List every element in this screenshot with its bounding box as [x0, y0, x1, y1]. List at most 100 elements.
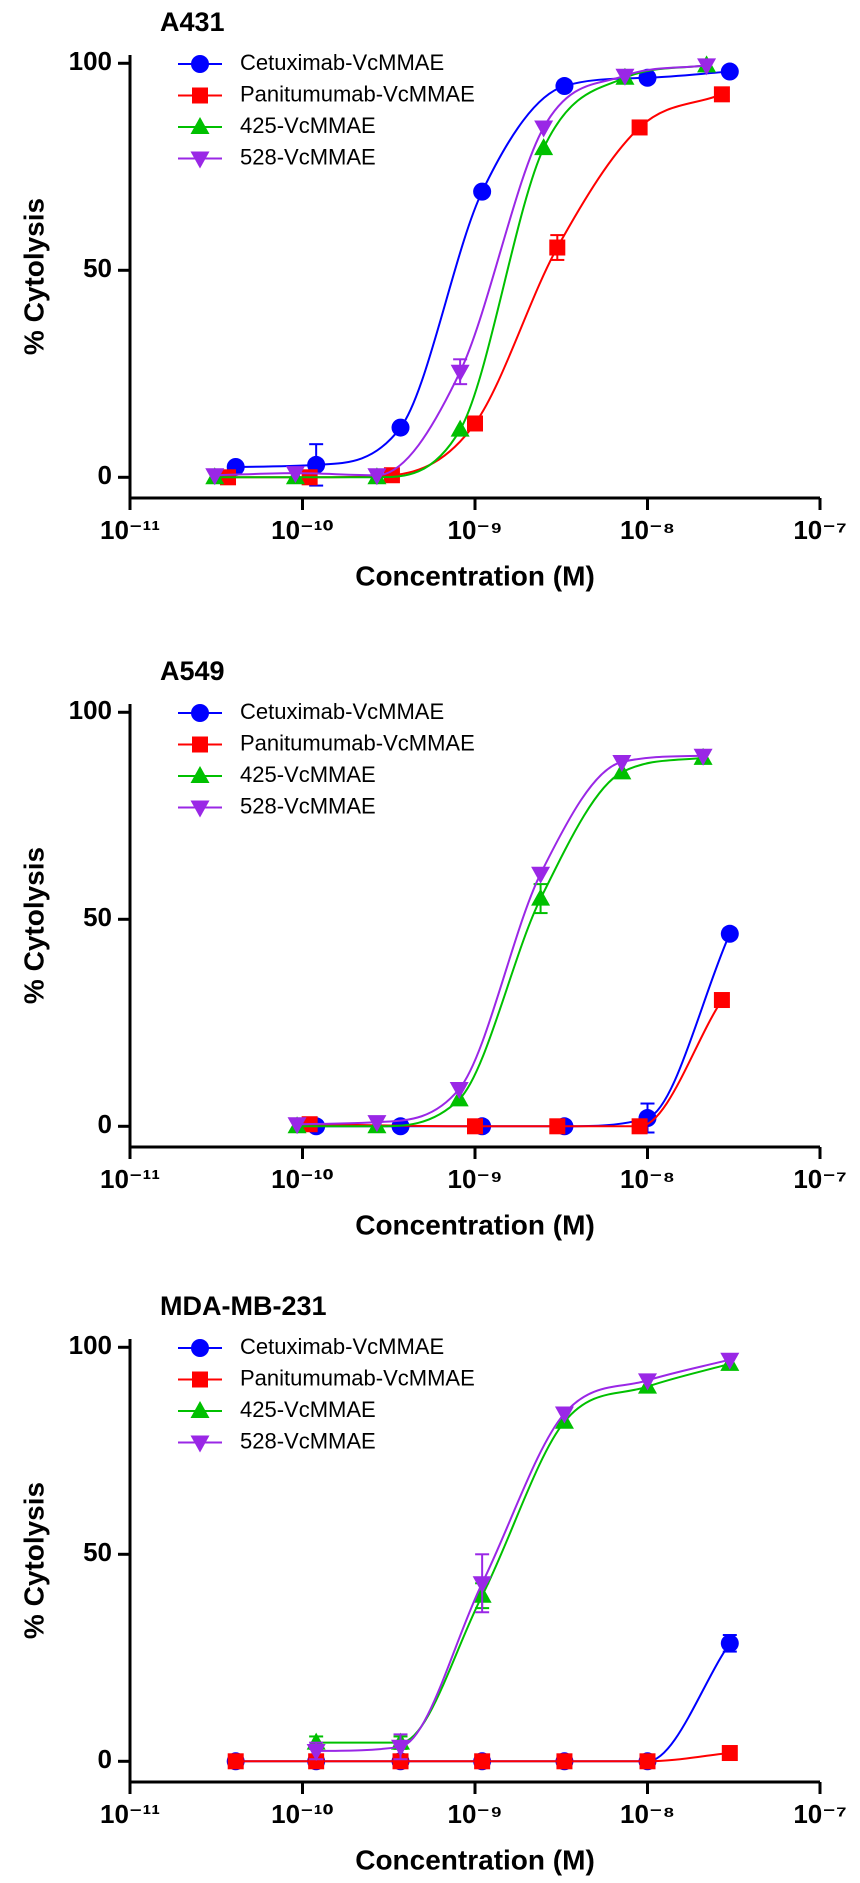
legend-marker	[192, 87, 208, 104]
x-tick-label: 10⁻¹⁰	[271, 1164, 334, 1194]
legend-marker	[190, 1401, 210, 1418]
legend-marker	[190, 766, 210, 783]
marker	[721, 1745, 738, 1762]
legend-label: Cetuximab-VcMMAE	[240, 1334, 444, 1359]
marker	[638, 1373, 657, 1391]
x-tick-label: 10⁻⁷	[793, 515, 846, 545]
x-axis-label: Concentration (M)	[355, 1844, 595, 1875]
marker	[285, 466, 305, 484]
marker	[392, 1753, 409, 1770]
marker	[697, 58, 717, 76]
marker	[534, 138, 554, 156]
marker	[227, 1753, 244, 1770]
x-tick-label: 10⁻¹¹	[100, 515, 160, 545]
legend-label: 528-VcMMAE	[240, 144, 376, 169]
fit-curve	[214, 64, 707, 477]
marker	[549, 1118, 566, 1135]
marker	[556, 1753, 573, 1770]
marker	[367, 468, 387, 486]
marker	[555, 77, 574, 96]
legend-label: Cetuximab-VcMMAE	[240, 699, 444, 724]
marker	[693, 748, 713, 766]
legend-label: Panitumumab-VcMMAE	[240, 1365, 475, 1390]
marker	[531, 888, 551, 906]
y-tick-label: 0	[98, 460, 112, 490]
chart-title: A431	[160, 7, 225, 37]
legend-marker	[192, 736, 208, 753]
marker	[638, 68, 657, 87]
marker	[391, 1739, 411, 1757]
marker	[631, 1118, 648, 1135]
marker	[720, 62, 739, 81]
legend-label: 528-VcMMAE	[240, 1428, 376, 1453]
fit-curve	[316, 933, 731, 1128]
legend-marker	[192, 1371, 208, 1388]
marker	[720, 924, 739, 943]
marker	[554, 1406, 574, 1424]
x-tick-label: 10⁻¹⁰	[271, 1799, 334, 1829]
legend-marker	[190, 117, 210, 134]
legend-label: Cetuximab-VcMMAE	[240, 50, 444, 75]
y-tick-label: 50	[83, 902, 112, 932]
y-tick-label: 0	[98, 1744, 112, 1774]
y-tick-label: 100	[69, 46, 112, 76]
legend-label: 528-VcMMAE	[240, 793, 376, 818]
marker	[306, 1743, 326, 1761]
legend-label: Panitumumab-VcMMAE	[240, 730, 475, 755]
legend-marker	[191, 1339, 209, 1357]
marker	[450, 364, 470, 382]
y-tick-label: 50	[83, 253, 112, 283]
x-tick-label: 10⁻⁸	[620, 1164, 675, 1194]
y-axis-label: % Cytolysis	[18, 847, 49, 1004]
chart-panel: A549 0 50 100 10⁻¹¹ 10⁻¹⁰ 10⁻⁹ 10⁻⁸ 10⁻⁷ Concentr…	[18, 656, 846, 1240]
legend-label: 425-VcMMAE	[240, 113, 376, 138]
marker	[534, 120, 554, 138]
x-axis-label: Concentration (M)	[355, 1209, 595, 1240]
y-tick-label: 0	[98, 1109, 112, 1139]
marker	[720, 1634, 739, 1653]
x-tick-label: 10⁻⁹	[448, 1164, 503, 1194]
marker	[639, 1753, 656, 1770]
y-tick-label: 100	[69, 1330, 112, 1360]
marker	[472, 1576, 492, 1594]
marker	[713, 86, 730, 103]
marker	[720, 1352, 740, 1370]
marker	[713, 992, 730, 1009]
legend-marker	[190, 800, 210, 818]
x-tick-label: 10⁻¹¹	[100, 1164, 160, 1194]
marker	[287, 1117, 307, 1135]
x-axis-label: Concentration (M)	[355, 560, 595, 591]
x-tick-label: 10⁻⁸	[620, 1799, 675, 1829]
marker	[467, 1118, 483, 1135]
chart-title: MDA-MB-231	[160, 1291, 327, 1321]
legend-label: Panitumumab-VcMMAE	[240, 81, 475, 106]
marker	[391, 418, 410, 437]
legend-marker	[190, 151, 210, 169]
marker	[612, 754, 632, 772]
marker	[531, 866, 551, 884]
y-tick-label: 100	[69, 695, 112, 725]
chart-panel: MDA-MB-231 0 50 100 10⁻¹¹ 10⁻¹⁰ 10⁻⁹ 10⁻⁸ 10⁻⁷ Co…	[18, 1291, 846, 1875]
marker	[631, 119, 648, 136]
fit-curve	[316, 1362, 731, 1744]
marker	[449, 1082, 469, 1100]
x-tick-label: 10⁻⁷	[793, 1799, 846, 1829]
y-axis-label: % Cytolysis	[18, 1482, 49, 1639]
marker	[205, 468, 225, 486]
marker	[474, 1753, 491, 1770]
legend-marker	[191, 704, 209, 722]
x-tick-label: 10⁻⁹	[448, 515, 503, 545]
legend-label: 425-VcMMAE	[240, 762, 376, 787]
x-tick-label: 10⁻¹⁰	[271, 515, 334, 545]
x-tick-label: 10⁻⁷	[793, 1164, 846, 1194]
y-axis-label: % Cytolysis	[18, 198, 49, 355]
x-tick-label: 10⁻¹¹	[100, 1799, 160, 1829]
y-tick-label: 50	[83, 1537, 112, 1567]
x-tick-label: 10⁻⁹	[448, 1799, 503, 1829]
chart-panel: A431 0 50 100 10⁻¹¹ 10⁻¹⁰ 10⁻⁹ 10⁻⁸ 10⁻⁷ Concentr…	[18, 7, 846, 591]
legend-marker	[190, 1435, 210, 1453]
marker	[549, 239, 566, 256]
legend-marker	[191, 55, 209, 73]
marker	[473, 182, 492, 201]
